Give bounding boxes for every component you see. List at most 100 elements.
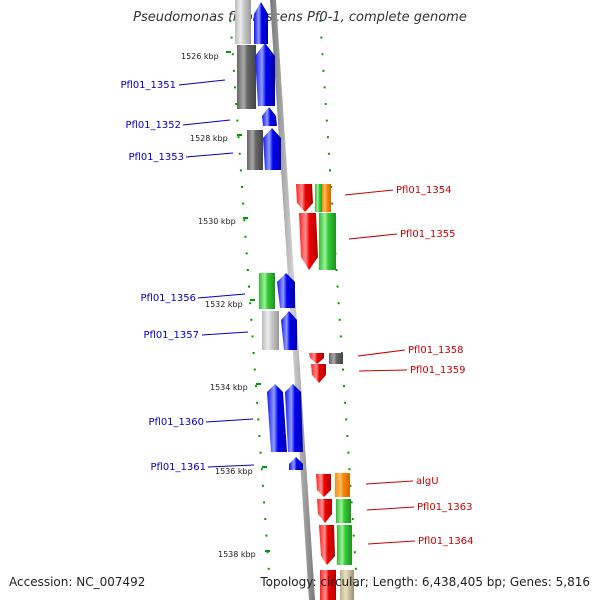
gene-arrow bbox=[317, 499, 332, 523]
scale-dot bbox=[347, 451, 350, 454]
scale-dot bbox=[267, 567, 270, 570]
scale-dot bbox=[356, 584, 358, 587]
gene-label-pfl01-1355: Pfl01_1355 bbox=[400, 229, 456, 240]
gene-arrow bbox=[285, 384, 303, 452]
reverse-labels: Pfl01_1354 Pfl01_1355 Pfl01_1358 Pfl01_1… bbox=[344, 185, 474, 547]
scale-dot bbox=[263, 501, 266, 504]
scale-dot bbox=[230, 36, 233, 39]
accession-text: Accession: NC_007492 bbox=[9, 575, 146, 589]
scale-dot bbox=[261, 484, 264, 487]
gene-label-pfl01-1364: Pfl01_1364 bbox=[418, 536, 474, 547]
scale-dot bbox=[258, 435, 261, 437]
gene-arrow bbox=[319, 525, 335, 565]
gene-label-pfl01-1353: Pfl01_1353 bbox=[128, 152, 184, 163]
scale-dot bbox=[239, 169, 242, 172]
gene-arrow bbox=[296, 184, 313, 212]
gene-label-pfl01-1359: Pfl01_1359 bbox=[410, 365, 466, 376]
scale-dot bbox=[321, 53, 324, 56]
scale-dot bbox=[335, 269, 338, 271]
tick-label: 1534 kbp bbox=[210, 383, 248, 392]
scale-dot bbox=[329, 169, 331, 172]
scale-dot bbox=[326, 136, 329, 139]
map-title: Pseudomonas fluorescens Pf0-1, complete … bbox=[133, 10, 467, 25]
scale-dot bbox=[339, 335, 342, 338]
scale-dot bbox=[231, 53, 234, 56]
scale-dot bbox=[354, 567, 357, 570]
gene-cog-bar bbox=[319, 213, 336, 270]
scale-dot bbox=[350, 501, 353, 504]
gene-label-pfl01-1361: Pfl01_1361 bbox=[150, 462, 206, 473]
gene-cog-bar bbox=[337, 525, 352, 565]
scale-dot bbox=[336, 285, 339, 288]
gene-arrow bbox=[311, 364, 326, 383]
gene-label-algu: algU bbox=[416, 476, 439, 487]
scale-dot bbox=[319, 20, 322, 22]
scale-dot bbox=[241, 186, 243, 188]
scale-dot bbox=[324, 103, 327, 105]
gene-cog-bar bbox=[329, 353, 343, 364]
scale-dot bbox=[244, 235, 247, 238]
gene-cog-bar bbox=[340, 570, 354, 600]
scale-dot bbox=[351, 518, 354, 520]
scale-dot bbox=[242, 202, 245, 205]
gene-label-pfl01-1352: Pfl01_1352 bbox=[125, 120, 181, 131]
gene-cog-bar bbox=[247, 130, 263, 170]
scale-dot bbox=[234, 86, 236, 89]
scale-dot bbox=[255, 385, 257, 388]
gene-label-pfl01-1358: Pfl01_1358 bbox=[408, 345, 464, 356]
scale-dot bbox=[250, 318, 253, 321]
scale-dot bbox=[248, 285, 250, 288]
scale-dot bbox=[251, 335, 254, 338]
gene-arrow bbox=[277, 273, 295, 308]
gene-label-pfl01-1363: Pfl01_1363 bbox=[417, 502, 473, 513]
forward-genes bbox=[235, 0, 303, 470]
scale-dot bbox=[268, 584, 271, 587]
topology-text: Topology: circular; Length: 6,438,405 bp… bbox=[260, 575, 590, 589]
gene-cog-bar bbox=[259, 273, 275, 309]
gene-arrow bbox=[255, 43, 275, 106]
scale-dot bbox=[237, 136, 240, 139]
scale-dot bbox=[265, 534, 268, 537]
gene-cog-bar bbox=[322, 184, 331, 212]
scale-dot bbox=[256, 401, 259, 404]
gene-arrow bbox=[299, 213, 318, 270]
scale-dot bbox=[348, 468, 351, 471]
gene-cog-bar bbox=[262, 311, 279, 350]
gene-arrow bbox=[263, 128, 281, 170]
scale-dot bbox=[252, 352, 255, 354]
tick-label: 1528 kbp bbox=[190, 134, 228, 143]
forward-labels: Pfl01_1351 Pfl01_1352 Pfl01_1353 Pfl01_1… bbox=[120, 79, 255, 473]
gene-label-pfl01-1360: Pfl01_1360 bbox=[148, 417, 204, 428]
scale-dot bbox=[353, 551, 356, 554]
gene-arrow bbox=[281, 311, 297, 350]
scale-dot bbox=[245, 252, 248, 255]
scale-dot bbox=[320, 36, 323, 39]
gene-label-pfl01-1356: Pfl01_1356 bbox=[140, 293, 196, 304]
scale-dot bbox=[229, 20, 232, 22]
gene-label-pfl01-1351: Pfl01_1351 bbox=[120, 80, 176, 91]
scale-dot bbox=[257, 418, 260, 421]
scale-dot bbox=[327, 152, 330, 155]
scale-dot bbox=[346, 435, 349, 437]
scale-dot bbox=[330, 186, 333, 188]
gene-arrow bbox=[267, 384, 287, 452]
scale-dot bbox=[246, 269, 249, 271]
tick-mark bbox=[243, 217, 248, 219]
scale-dot bbox=[338, 318, 341, 321]
tick-mark bbox=[250, 299, 255, 301]
reverse-genes bbox=[296, 184, 354, 600]
scale-dot bbox=[337, 302, 340, 305]
tick-mark bbox=[262, 466, 267, 468]
tick-label: 1536 kbp bbox=[215, 467, 253, 476]
scale-dot bbox=[260, 468, 263, 471]
scale-dot bbox=[235, 103, 238, 105]
tick-label: 1526 kbp bbox=[181, 52, 219, 61]
scale-dot bbox=[238, 152, 241, 155]
scale-dot bbox=[232, 69, 235, 72]
scale-dot bbox=[264, 518, 267, 520]
gene-label-pfl01-1354: Pfl01_1354 bbox=[396, 185, 452, 196]
gene-arrow bbox=[262, 107, 277, 126]
tick-mark bbox=[256, 383, 261, 385]
gene-label-pfl01-1357: Pfl01_1357 bbox=[143, 330, 199, 341]
